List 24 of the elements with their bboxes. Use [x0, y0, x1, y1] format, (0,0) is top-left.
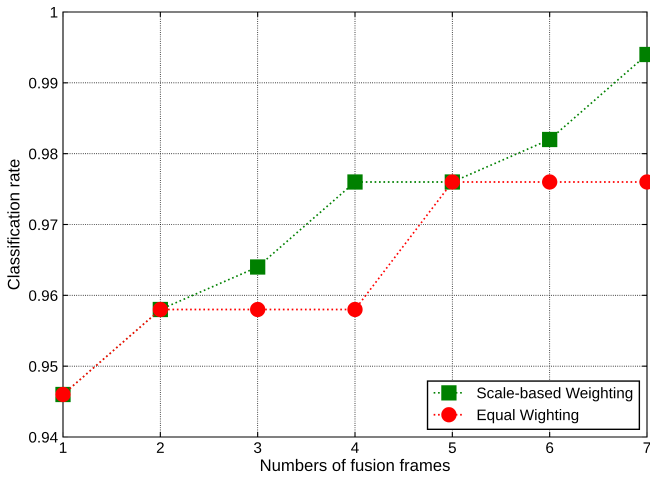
point [250, 302, 266, 318]
x-tick-label: 4 [351, 442, 359, 453]
y-tick-label: 0.98 [29, 148, 58, 160]
y-tick-label: 1 [50, 7, 58, 18]
point [542, 174, 558, 190]
x-tick-label: 5 [448, 442, 456, 454]
x-tick-label: 2 [156, 442, 164, 453]
point [347, 174, 363, 190]
x-axis-title: Numbers of fusion frames [260, 458, 450, 472]
x-tick-label: 3 [254, 442, 262, 454]
point [250, 259, 266, 275]
y-tick-label: 0.96 [29, 290, 58, 302]
y-tick-label: 0.97 [29, 219, 58, 230]
legend-label: Scale-based Weighting [477, 387, 632, 402]
point [347, 302, 363, 318]
y-tick-label: 0.94 [29, 432, 58, 443]
point [542, 132, 558, 148]
x-tick-label: 6 [546, 442, 554, 454]
y-tick-label: 0.99 [29, 78, 58, 89]
y-axis-title: Classification rate [7, 159, 20, 290]
x-tick-label: 1 [60, 442, 67, 453]
x-tick-label: 7 [644, 442, 650, 453]
y-tick-label: 0.95 [29, 361, 58, 372]
legend-label: Equal Wighting [478, 409, 578, 424]
